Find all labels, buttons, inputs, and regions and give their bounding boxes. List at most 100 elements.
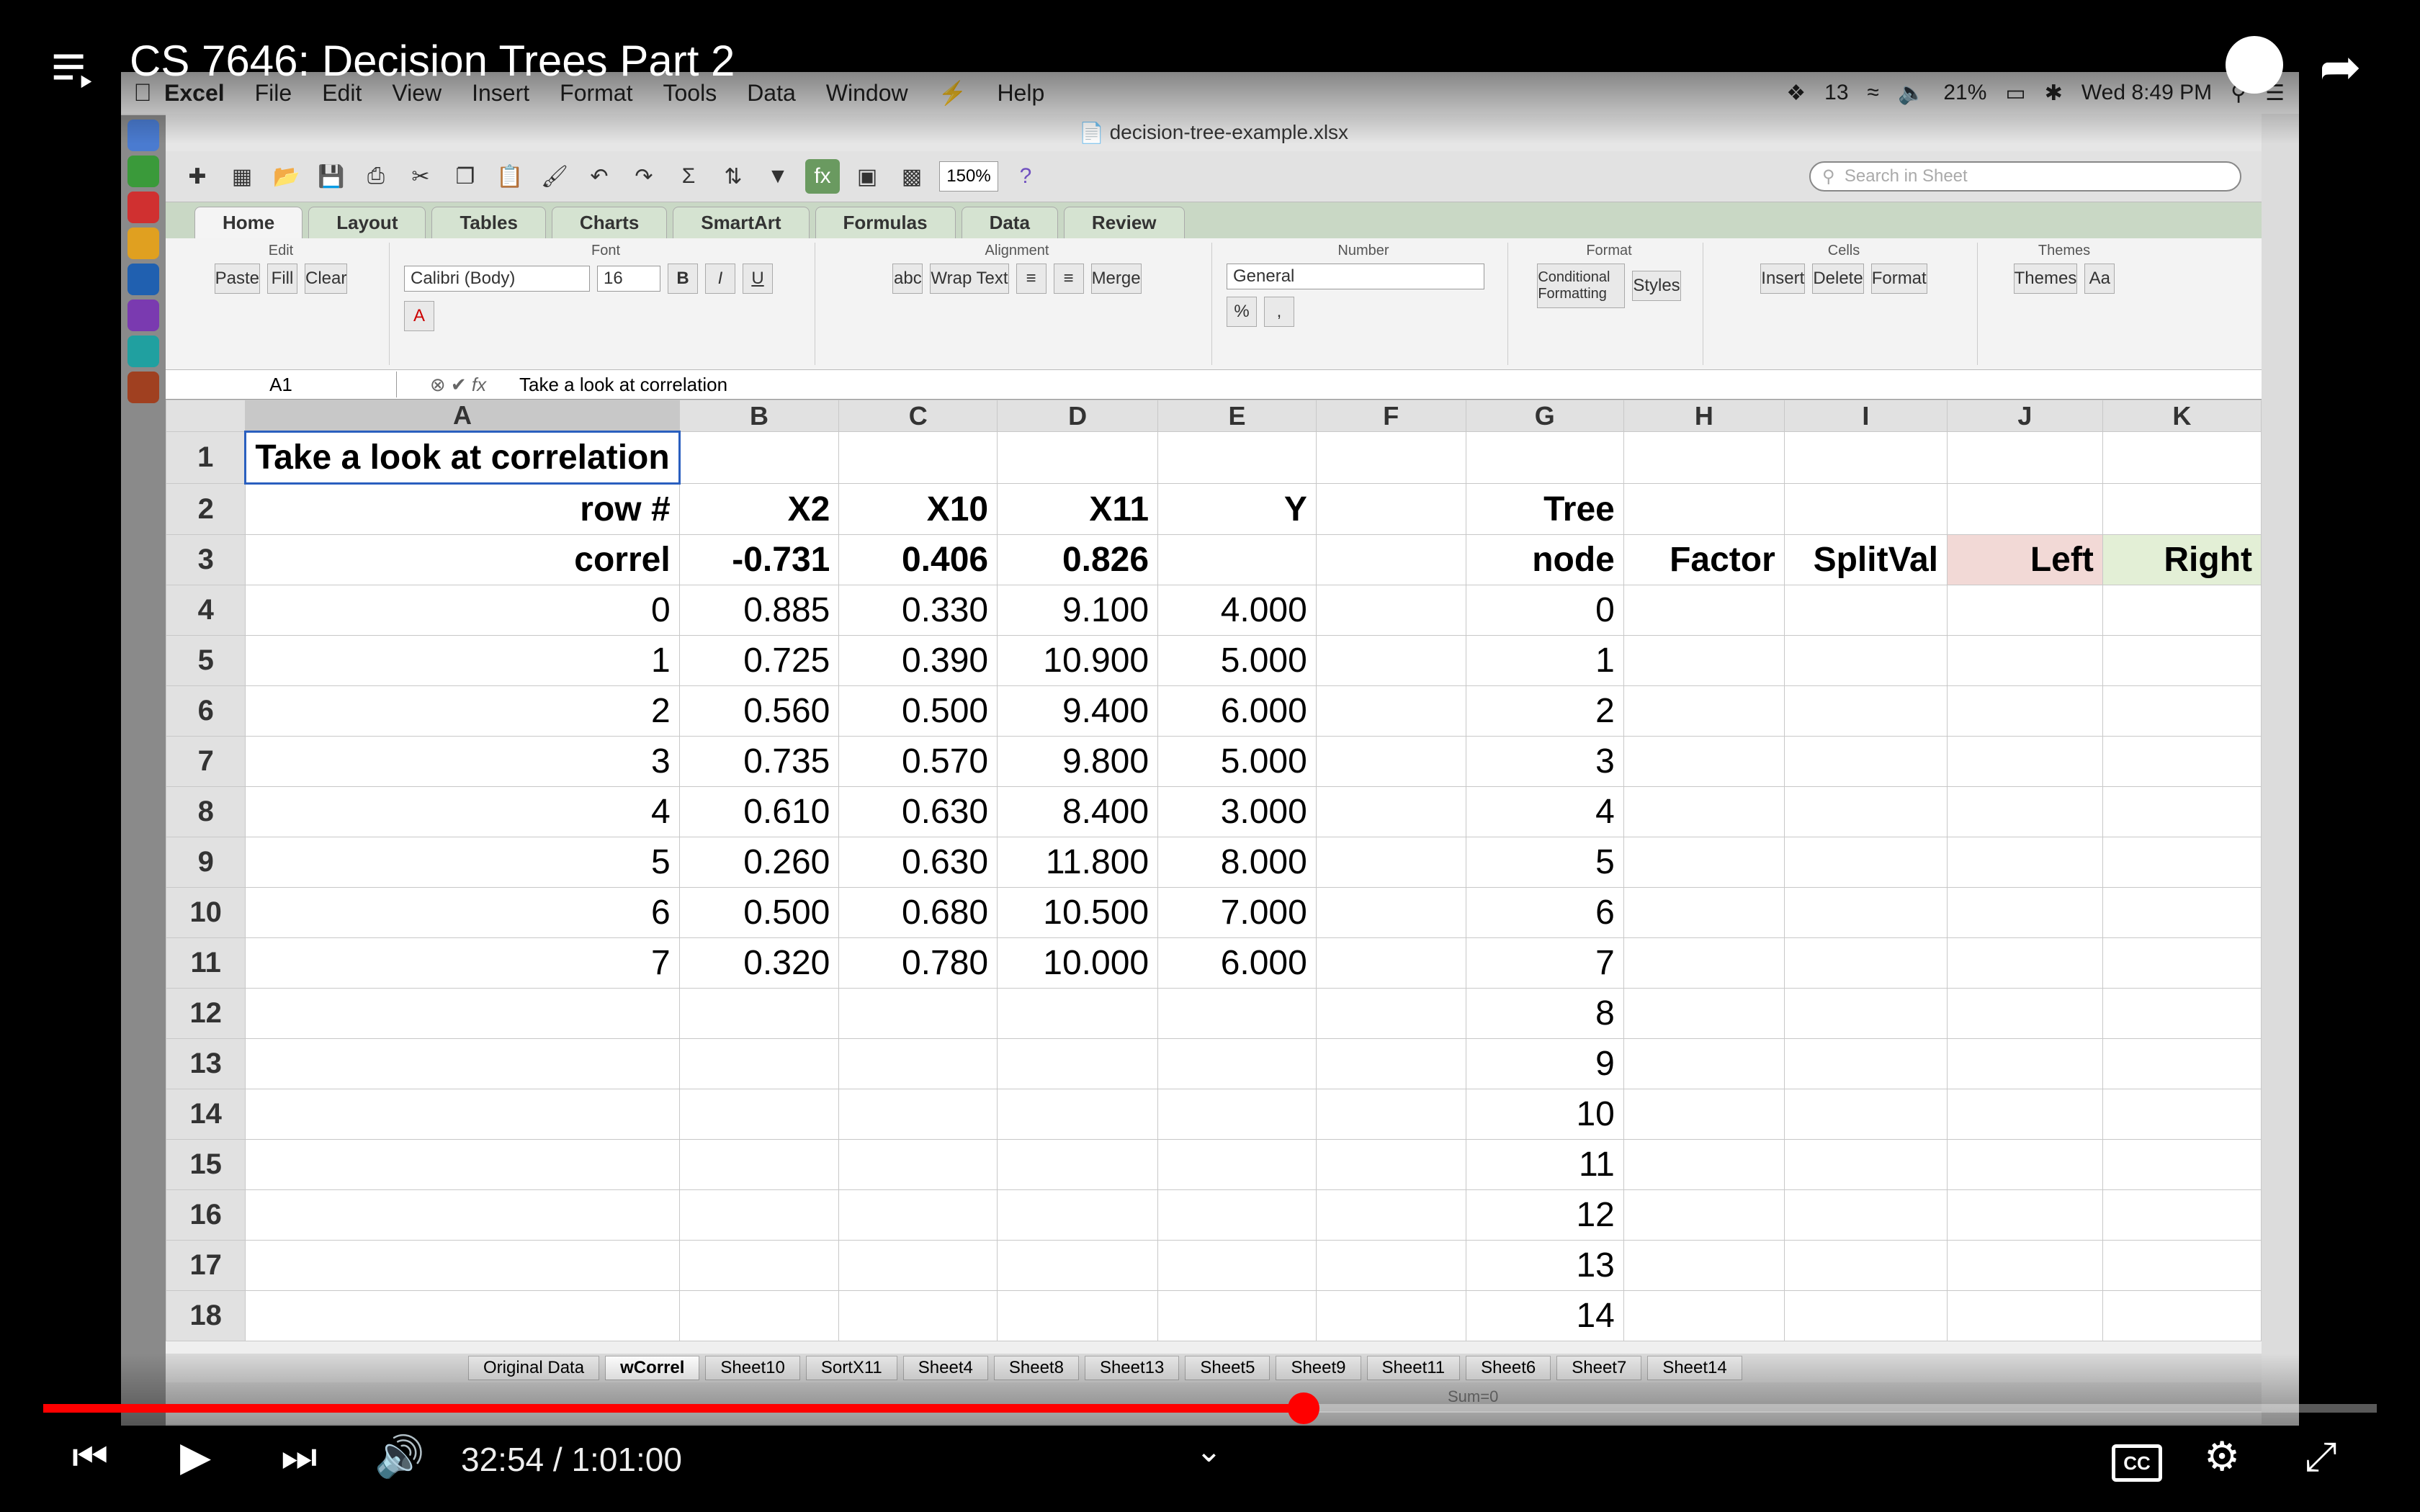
cell[interactable]: 0.885	[678, 585, 840, 636]
row-header[interactable]: 12	[165, 988, 246, 1039]
cell[interactable]	[1465, 431, 1624, 484]
cell[interactable]: 6.000	[1157, 937, 1317, 989]
cell[interactable]: 10.900	[997, 635, 1159, 686]
row-header[interactable]: 2	[165, 483, 246, 535]
gallery-icon[interactable]: ▣	[856, 164, 878, 189]
cell[interactable]	[1623, 988, 1785, 1039]
cell[interactable]: SplitVal	[1783, 534, 1948, 585]
themes-button[interactable]: Themes	[2013, 264, 2078, 294]
formula-input[interactable]: Take a look at correlation	[519, 373, 728, 395]
cell[interactable]	[1157, 1240, 1317, 1291]
row-header[interactable]: 4	[165, 585, 246, 636]
cell[interactable]: 0.330	[838, 585, 998, 636]
format-painter-icon[interactable]: 🖌	[540, 164, 569, 189]
cell[interactable]: 0.630	[838, 786, 998, 837]
cell[interactable]: 10.500	[997, 887, 1159, 938]
cell[interactable]: correl	[245, 534, 680, 585]
cell[interactable]	[1623, 837, 1785, 888]
row-header[interactable]: 5	[165, 635, 246, 686]
cell[interactable]: 0.570	[838, 736, 998, 787]
cell[interactable]	[678, 1038, 840, 1089]
cell[interactable]: 4	[245, 786, 680, 837]
cell[interactable]: 8.000	[1157, 837, 1317, 888]
cell[interactable]	[1783, 483, 1948, 535]
cell[interactable]: Take a look at correlation	[244, 431, 681, 485]
cell[interactable]	[997, 1189, 1159, 1241]
cell[interactable]	[1157, 1189, 1317, 1241]
cell[interactable]	[2102, 1139, 2262, 1190]
cell[interactable]	[1783, 431, 1948, 484]
cell[interactable]	[838, 1290, 998, 1341]
cell[interactable]: 7	[1465, 937, 1624, 989]
name-box[interactable]: A1	[166, 372, 397, 397]
print-icon[interactable]: ⎙	[367, 164, 385, 188]
cell[interactable]: 10	[1465, 1089, 1624, 1140]
cell[interactable]	[838, 431, 998, 484]
confirm-icon[interactable]: ✔	[450, 373, 467, 395]
column-header[interactable]: A	[245, 400, 680, 432]
cell[interactable]: 3	[1465, 736, 1624, 787]
cell[interactable]	[1315, 534, 1466, 585]
cell[interactable]	[1946, 937, 2103, 989]
cell[interactable]	[678, 988, 840, 1039]
cell[interactable]	[1946, 887, 2103, 938]
row-header[interactable]: 18	[165, 1290, 246, 1341]
cell[interactable]	[1315, 1139, 1466, 1190]
bold-button[interactable]: B	[668, 264, 698, 294]
paste-icon[interactable]: 📋	[496, 164, 524, 189]
column-header[interactable]: G	[1465, 400, 1624, 432]
cell[interactable]	[838, 1089, 998, 1140]
cell[interactable]	[2102, 988, 2262, 1039]
column-header[interactable]: C	[838, 400, 998, 432]
cell[interactable]: 7.000	[1157, 887, 1317, 938]
cell[interactable]	[1623, 585, 1785, 636]
cell[interactable]: 11.800	[997, 837, 1159, 888]
cell[interactable]	[1315, 1290, 1466, 1341]
cell[interactable]: 0.260	[678, 837, 840, 888]
cell[interactable]	[997, 1038, 1159, 1089]
cell[interactable]	[997, 988, 1159, 1039]
autosum-icon[interactable]: Σ	[681, 164, 696, 188]
cell[interactable]: 0.610	[678, 786, 840, 837]
exit-fullscreen-icon[interactable]: ⤢	[2305, 1434, 2337, 1479]
number-format-select[interactable]: General	[1227, 264, 1484, 289]
cell[interactable]	[245, 1240, 680, 1291]
cell[interactable]: X11	[997, 483, 1159, 535]
cell[interactable]: 9.400	[997, 685, 1159, 737]
align-left-icon[interactable]: ≡	[1016, 264, 1047, 294]
comma-button[interactable]: ,	[1264, 297, 1294, 327]
underline-button[interactable]: U	[743, 264, 773, 294]
font-name-select[interactable]: Calibri (Body)	[404, 266, 590, 292]
play-icon[interactable]: ▶	[180, 1434, 212, 1479]
fx-icon[interactable]: fx	[471, 373, 487, 395]
wrap-text-button[interactable]: Wrap Text	[930, 264, 1009, 294]
cell[interactable]	[1315, 1189, 1466, 1241]
cell[interactable]: 9.800	[997, 736, 1159, 787]
settings-icon[interactable]: ⚙	[2204, 1434, 2241, 1479]
cell[interactable]	[678, 1089, 840, 1140]
cell[interactable]	[1623, 1189, 1785, 1241]
orientation-button[interactable]: abc	[892, 264, 923, 294]
cell[interactable]	[1783, 685, 1948, 737]
cell[interactable]: 0.780	[838, 937, 998, 989]
cell[interactable]	[1623, 736, 1785, 787]
column-header[interactable]: B	[678, 400, 840, 432]
cell[interactable]	[2102, 1240, 2262, 1291]
row-header[interactable]: 16	[165, 1189, 246, 1241]
cell[interactable]	[1946, 1240, 2103, 1291]
dock-app-icon[interactable]	[127, 228, 159, 259]
cell[interactable]: 5.000	[1157, 736, 1317, 787]
column-header[interactable]: I	[1783, 400, 1948, 432]
cell[interactable]: 7	[245, 937, 680, 989]
cell[interactable]	[678, 1290, 840, 1341]
cell[interactable]: 3.000	[1157, 786, 1317, 837]
cell[interactable]	[1315, 585, 1466, 636]
cell[interactable]	[1946, 736, 2103, 787]
cell[interactable]	[1315, 937, 1466, 989]
cell[interactable]	[2102, 786, 2262, 837]
cell[interactable]	[1623, 786, 1785, 837]
row-header[interactable]: 15	[165, 1139, 246, 1190]
cell[interactable]: 0.560	[678, 685, 840, 737]
cell[interactable]: 8.400	[997, 786, 1159, 837]
cell[interactable]	[2102, 483, 2262, 535]
